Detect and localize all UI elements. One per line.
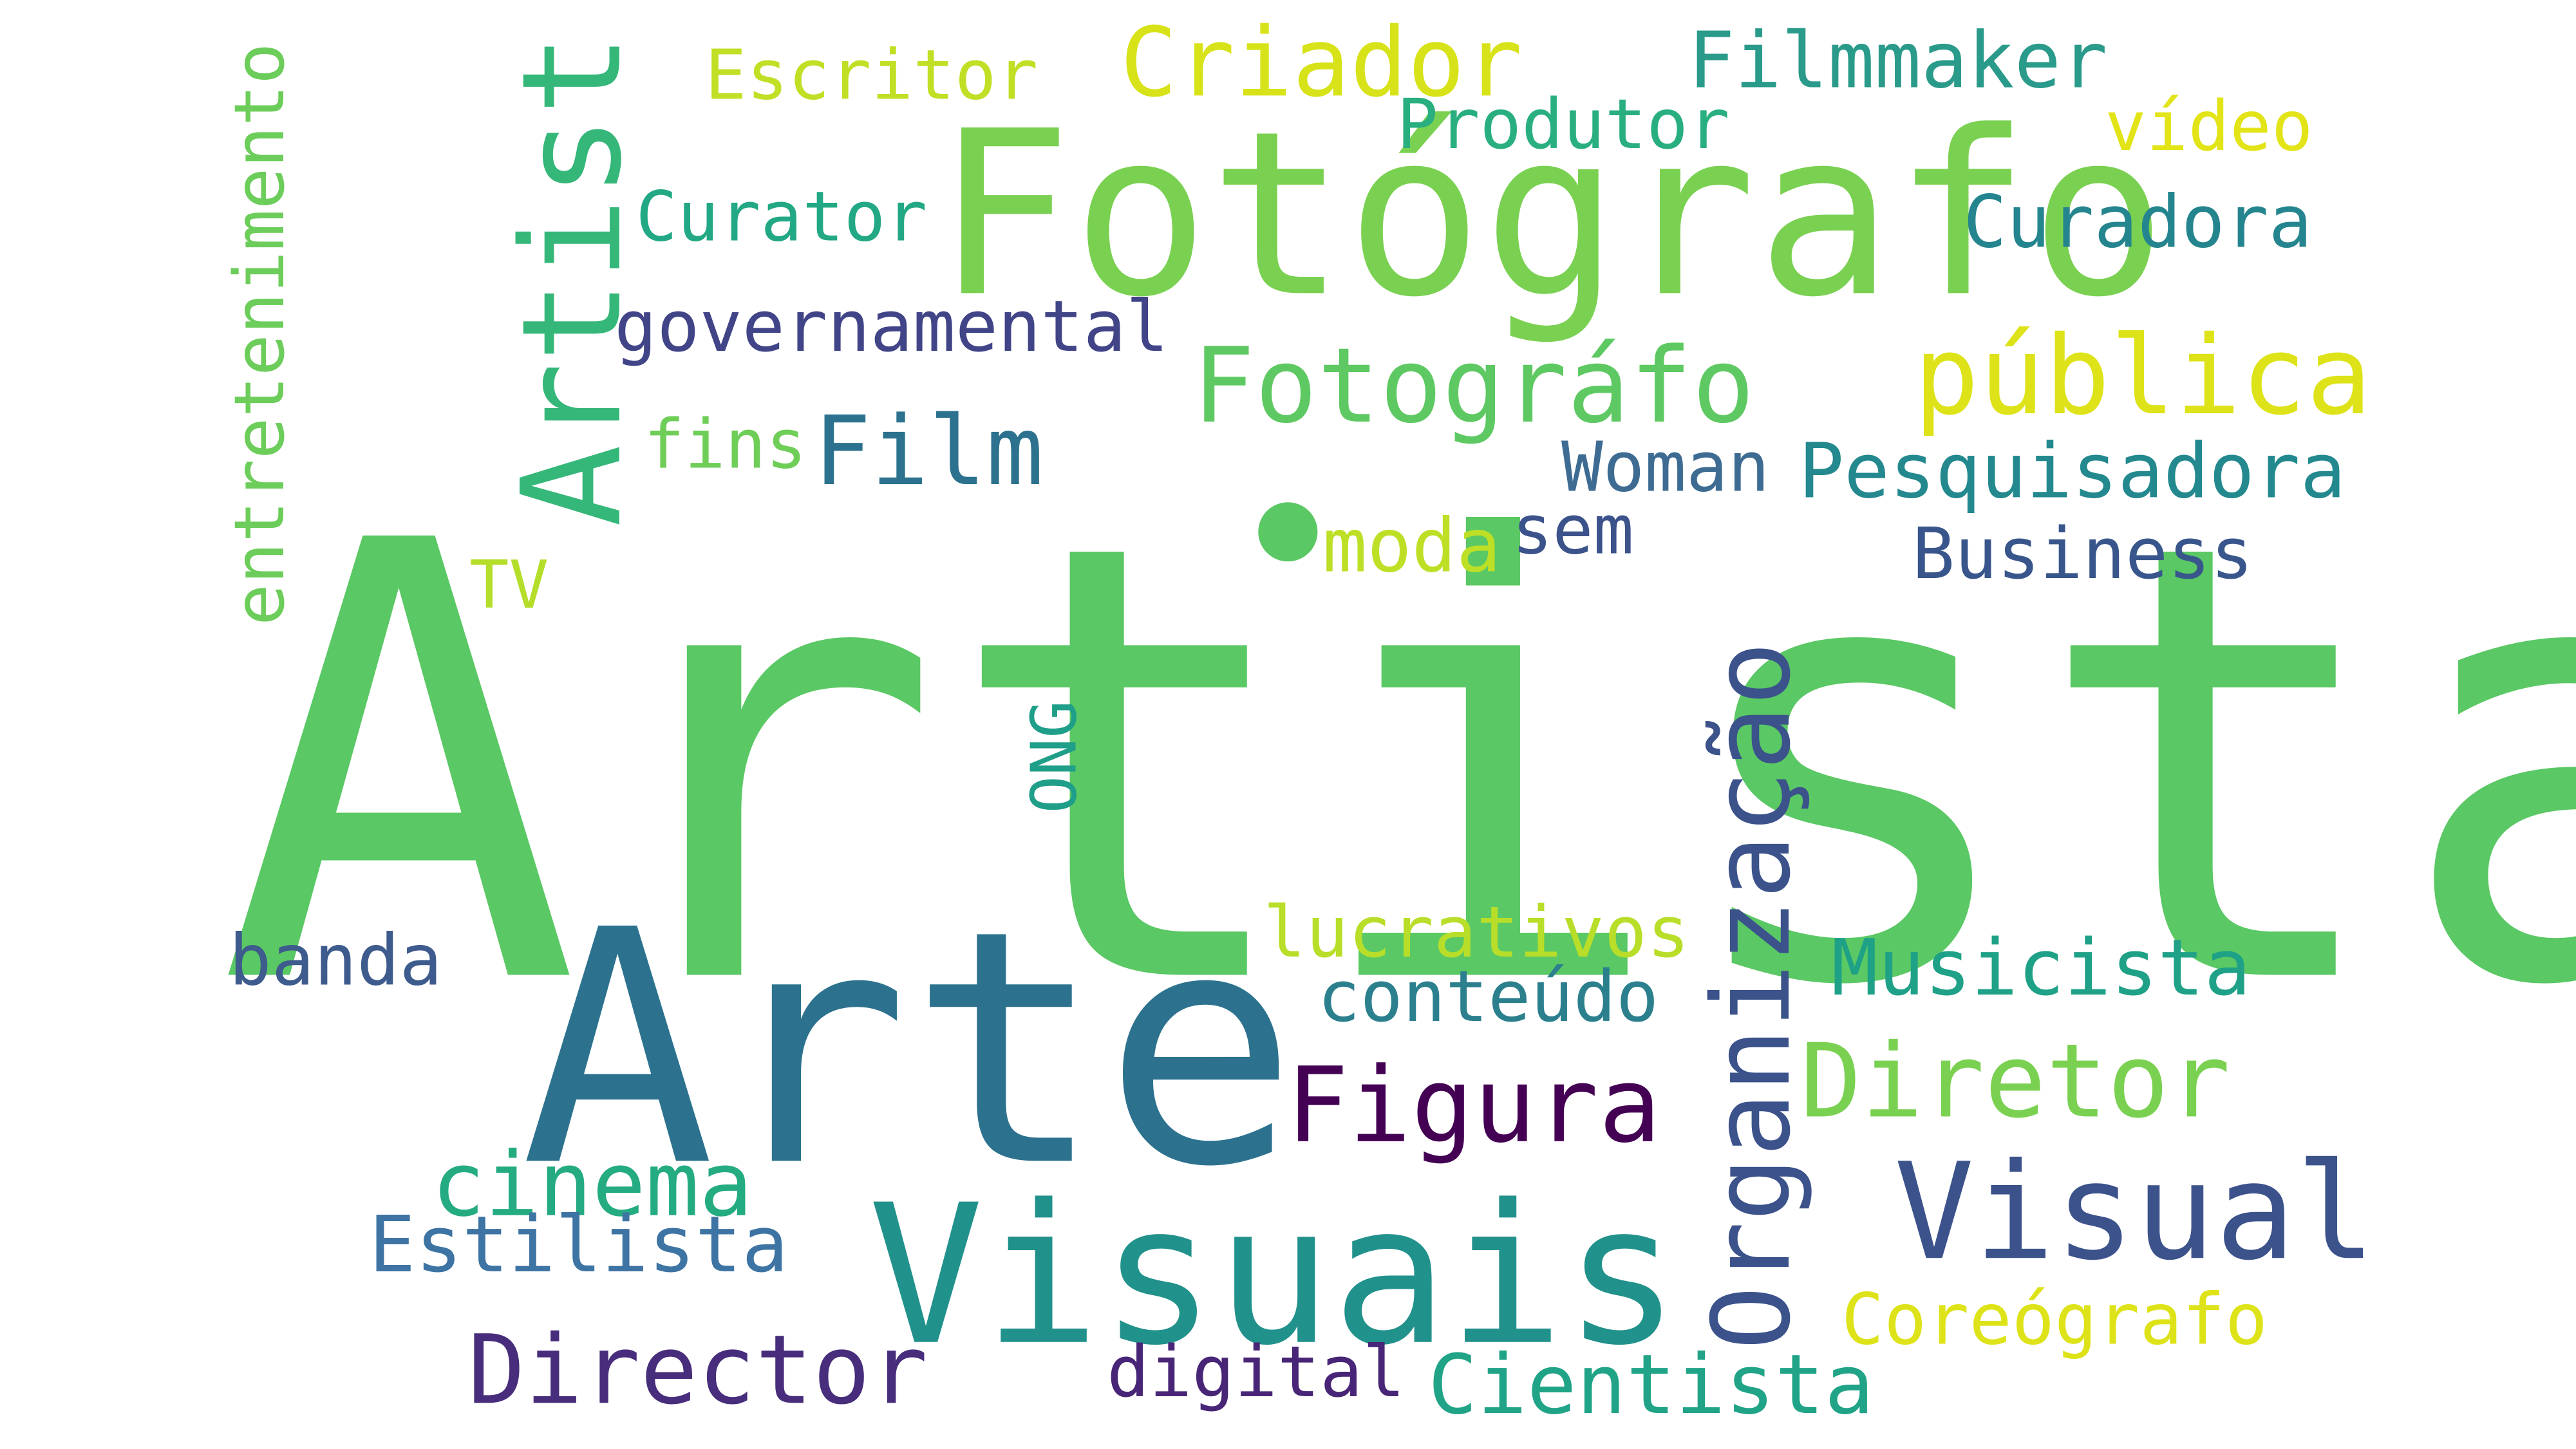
word-sem: sem bbox=[1512, 491, 1634, 570]
word-conteudo: conteúdo bbox=[1317, 957, 1659, 1040]
word-artist-vertical: Artist bbox=[492, 33, 652, 527]
word-fotografo-1: Fotógrafo bbox=[935, 82, 2167, 348]
word-cientista: Cientista bbox=[1427, 1337, 1874, 1433]
word-film: Film bbox=[813, 395, 1044, 507]
word-escritor: Escritor bbox=[704, 34, 1039, 116]
word-coreografo: Coreógrafo bbox=[1841, 1279, 2268, 1362]
word-arte: Arte bbox=[520, 863, 1298, 1239]
word-visuais: Visuais bbox=[868, 1162, 1680, 1388]
word-produtor: Produtor bbox=[1396, 84, 1730, 165]
word-banda: banda bbox=[229, 920, 442, 1003]
word-pesquisadora: Pesquisadora bbox=[1798, 426, 2346, 516]
word-moda: moda bbox=[1322, 502, 1501, 590]
word-entretenimento-vertical: entretenimento bbox=[219, 42, 300, 626]
word-lucrativos: lucrativos bbox=[1263, 892, 1690, 975]
word-curadora: Curadora bbox=[1963, 181, 2313, 265]
word-estilista: Estilista bbox=[368, 1200, 789, 1291]
dot-mark bbox=[1258, 502, 1318, 562]
word-diretor: Diretor bbox=[1800, 1020, 2231, 1141]
word-fins: fins bbox=[644, 405, 807, 485]
word-musicista: Musicista bbox=[1831, 924, 2251, 1014]
word-fotografo-2: Fotográfo bbox=[1192, 326, 1755, 447]
word-criador: Criador bbox=[1120, 6, 1523, 119]
word-artista: Artista bbox=[217, 416, 2576, 1118]
word-director: Director bbox=[467, 1314, 928, 1426]
word-ong-vertical: ONG bbox=[1017, 700, 1091, 814]
word-curator: Curator bbox=[635, 176, 928, 257]
word-digital: digital bbox=[1106, 1332, 1406, 1415]
word-organizacao-vertical: Organização bbox=[1691, 641, 1815, 1351]
word-governamental: governamental bbox=[614, 286, 1169, 369]
word-woman: Woman bbox=[1561, 426, 1770, 507]
word-video: vídeo bbox=[2105, 86, 2313, 167]
word-figura: Figura bbox=[1286, 1045, 1661, 1166]
word-visual: Visual bbox=[1894, 1136, 2376, 1291]
word-business: Business bbox=[1912, 514, 2253, 596]
word-publica: pública bbox=[1913, 313, 2372, 440]
word-filmmaker: Filmmaker bbox=[1688, 16, 2108, 108]
word-cinema: cinema bbox=[431, 1132, 753, 1237]
word-tv: TV bbox=[469, 548, 549, 624]
